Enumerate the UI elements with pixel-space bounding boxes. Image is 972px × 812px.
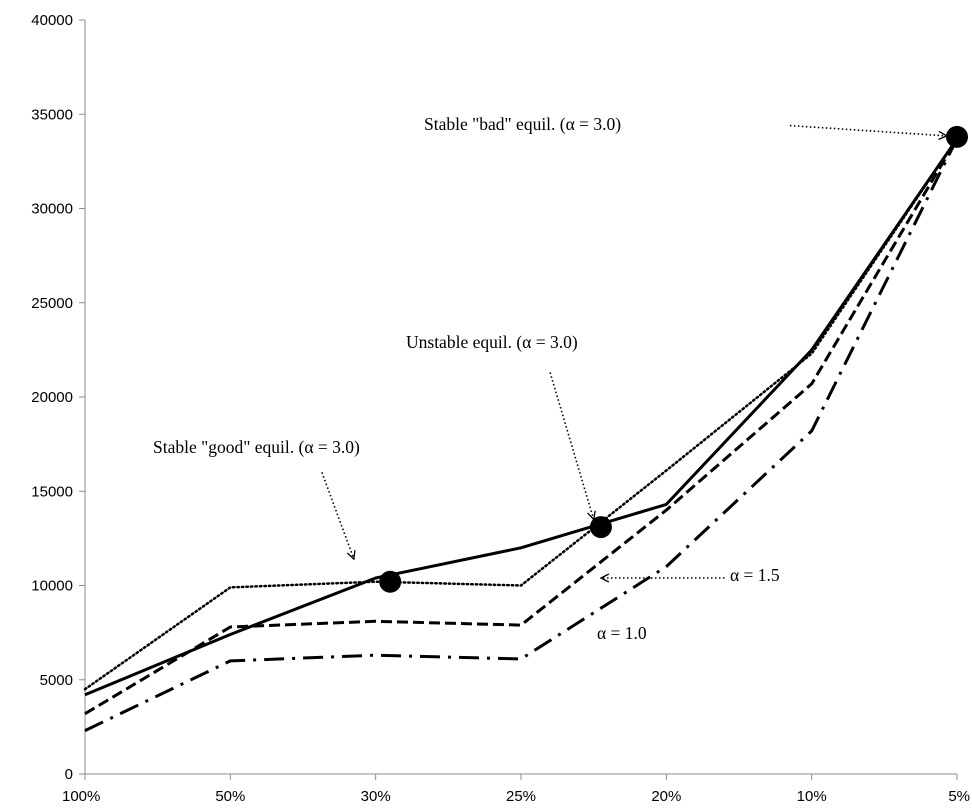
equilibrium-marker	[946, 125, 968, 148]
annotation-arrow	[549, 372, 594, 520]
y-tick-label: 40000	[31, 12, 73, 29]
y-tick-label: 10000	[31, 578, 73, 595]
y-tick-label: 5000	[40, 672, 73, 689]
x-tick-label: 20%	[651, 788, 681, 805]
series-line-dashdot	[84, 138, 959, 732]
annotation-arrow	[321, 472, 354, 559]
annotation-label: α = 1.5	[730, 565, 780, 585]
series-line-dashed	[84, 138, 959, 715]
x-tick-label: 100%	[62, 788, 100, 805]
annotation-label: Stable "bad" equil. (α = 3.0)	[424, 114, 621, 134]
annotation-arrow	[789, 124, 947, 136]
x-tick-label: 10%	[797, 788, 827, 805]
y-tick-label: 20000	[31, 389, 73, 406]
x-tick-label: 30%	[361, 788, 391, 805]
y-tick-label: 0	[65, 766, 73, 783]
y-tick-label: 25000	[31, 295, 73, 312]
annotation-label: α = 1.0	[597, 623, 647, 643]
series-line-solid	[84, 137, 959, 697]
x-tick-label: 25%	[506, 788, 536, 805]
annotation-label: Stable "good" equil. (α = 3.0)	[153, 437, 360, 457]
annotation-label: Unstable equil. (α = 3.0)	[406, 332, 578, 352]
y-tick-label: 35000	[31, 106, 73, 123]
y-tick-label: 30000	[31, 201, 73, 218]
series-line-dotted	[83, 137, 959, 691]
x-tick-label: 50%	[215, 788, 245, 805]
x-tick-label: 5%	[948, 788, 970, 805]
equilibrium-marker	[589, 516, 612, 539]
y-tick-label: 15000	[31, 483, 73, 500]
equilibrium-marker	[379, 570, 402, 593]
